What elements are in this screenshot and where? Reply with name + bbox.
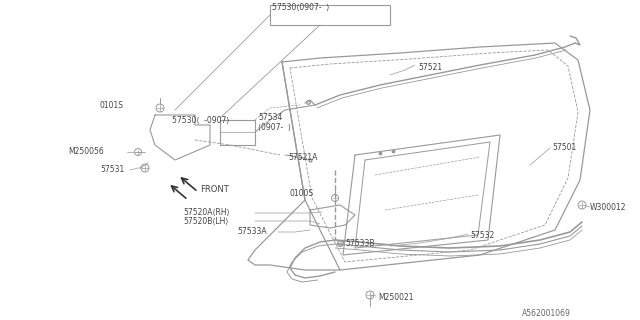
Text: 0100S: 0100S [290,188,314,197]
Text: 57531: 57531 [100,165,124,174]
Text: 57534: 57534 [258,114,282,123]
Text: M250056: M250056 [68,148,104,156]
Text: A562001069: A562001069 [522,309,571,318]
Text: 57520B⟨LH⟩: 57520B⟨LH⟩ [183,217,228,226]
Bar [270,5,390,25]
Text: W300012: W300012 [590,203,627,212]
Text: 57530⟨  -0907⟩: 57530⟨ -0907⟩ [172,116,229,124]
Text: 57521: 57521 [418,63,442,73]
Text: FRONT: FRONT [200,186,228,195]
Text: 57501: 57501 [552,143,576,153]
Text: 57530⟨0907-  ⟩: 57530⟨0907- ⟩ [272,3,330,12]
Text: 57533B: 57533B [345,239,374,249]
Text: 57533A: 57533A [237,228,267,236]
Text: 57532: 57532 [470,231,494,241]
Text: M250021: M250021 [378,293,413,302]
Text: 57520A⟨RH⟩: 57520A⟨RH⟩ [183,207,230,217]
Text: 57521A: 57521A [288,154,317,163]
Text: ⟨0907-  ⟩: ⟨0907- ⟩ [258,123,291,132]
Text: 0101S: 0101S [100,100,124,109]
